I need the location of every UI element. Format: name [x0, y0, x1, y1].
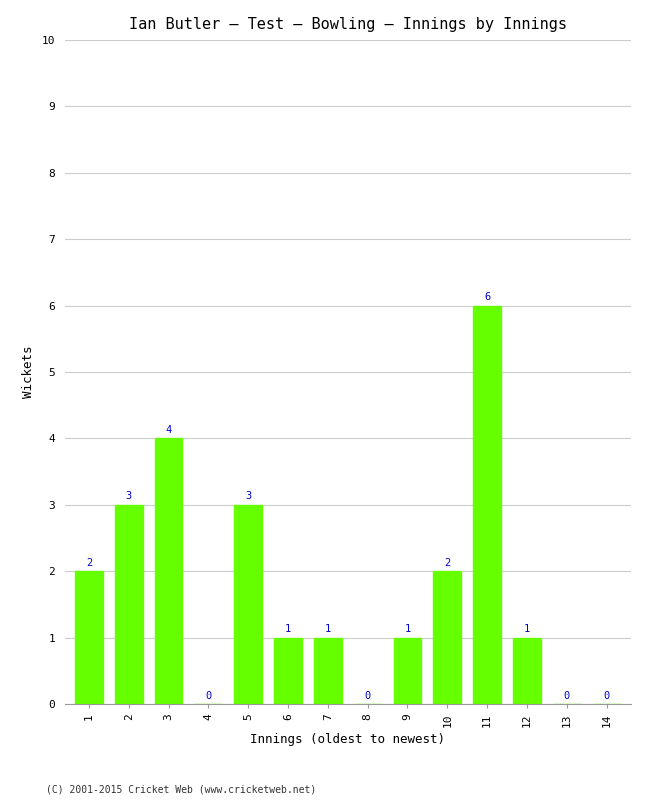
Text: 0: 0: [365, 690, 370, 701]
Bar: [513, 638, 541, 704]
Bar: [473, 306, 501, 704]
Bar: [314, 638, 342, 704]
Text: 0: 0: [603, 690, 610, 701]
Text: 1: 1: [285, 624, 291, 634]
Bar: [274, 638, 302, 704]
Text: 1: 1: [524, 624, 530, 634]
Text: 6: 6: [484, 292, 490, 302]
Y-axis label: Wickets: Wickets: [22, 346, 35, 398]
X-axis label: Innings (oldest to newest): Innings (oldest to newest): [250, 734, 445, 746]
Text: (C) 2001-2015 Cricket Web (www.cricketweb.net): (C) 2001-2015 Cricket Web (www.cricketwe…: [46, 784, 316, 794]
Text: 1: 1: [404, 624, 411, 634]
Bar: [75, 571, 103, 704]
Text: 0: 0: [564, 690, 570, 701]
Text: 0: 0: [205, 690, 211, 701]
Bar: [115, 505, 142, 704]
Bar: [155, 438, 183, 704]
Text: 3: 3: [125, 491, 132, 502]
Title: Ian Butler – Test – Bowling – Innings by Innings: Ian Butler – Test – Bowling – Innings by…: [129, 17, 567, 32]
Bar: [434, 571, 461, 704]
Bar: [393, 638, 421, 704]
Text: 2: 2: [86, 558, 92, 568]
Bar: [234, 505, 262, 704]
Text: 4: 4: [165, 425, 172, 435]
Text: 2: 2: [444, 558, 450, 568]
Text: 1: 1: [325, 624, 331, 634]
Text: 3: 3: [245, 491, 252, 502]
